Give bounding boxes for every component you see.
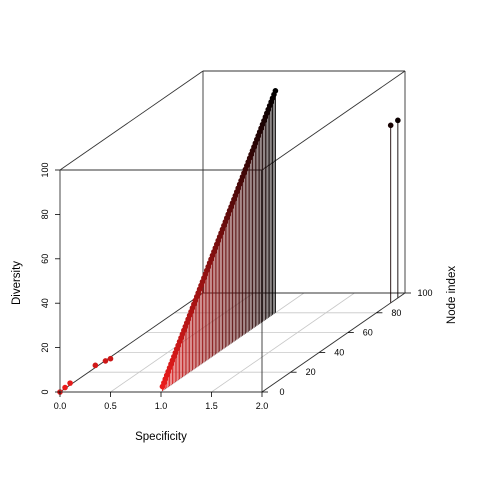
grid-line <box>211 292 355 393</box>
x-tick-label: 2.0 <box>256 401 269 411</box>
y-tick-label: 20 <box>306 367 316 377</box>
x-axis-title: Specificity <box>135 431 187 443</box>
x-tick-label: 1.0 <box>155 401 168 411</box>
x-tick-label: 1.5 <box>205 401 218 411</box>
axis-ticks: 0.0 0.5 1.0 1.5 2.0 0 20 40 60 80 100 0 20 40 60 80 100 <box>40 162 433 411</box>
y-tick-label: 0 <box>279 387 284 397</box>
data-point <box>159 383 166 390</box>
y-tick-label: 80 <box>391 308 401 318</box>
data-point <box>102 358 109 364</box>
z-tick-label: 60 <box>40 254 50 264</box>
y-tick-label: 100 <box>417 288 432 298</box>
z-tick-label: 20 <box>40 343 50 353</box>
z-tick-label: 0 <box>40 389 50 394</box>
x-tick-label: 0.5 <box>104 401 117 411</box>
y-tick-label: 40 <box>334 347 344 357</box>
data-point <box>395 117 401 124</box>
y-axis-title: Node index <box>446 266 458 324</box>
data-point <box>387 122 394 129</box>
box-edge <box>261 70 406 171</box>
box-edge <box>59 292 204 393</box>
box-edge <box>59 70 204 171</box>
data-points <box>57 88 401 395</box>
drop-lines <box>161 90 399 392</box>
z-tick-label: 40 <box>40 298 50 308</box>
z-tick-label: 80 <box>40 209 50 219</box>
data-point <box>62 384 68 391</box>
z-tick-label: 100 <box>40 162 50 177</box>
y-tick-label: 60 <box>363 328 373 338</box>
x-tick-label: 0.0 <box>54 401 67 411</box>
data-point <box>92 362 99 369</box>
box-edge <box>261 292 406 393</box>
data-point <box>67 380 73 386</box>
box-back-edges <box>59 70 406 293</box>
data-point <box>107 355 114 362</box>
z-axis-title: Diversity <box>11 261 23 305</box>
